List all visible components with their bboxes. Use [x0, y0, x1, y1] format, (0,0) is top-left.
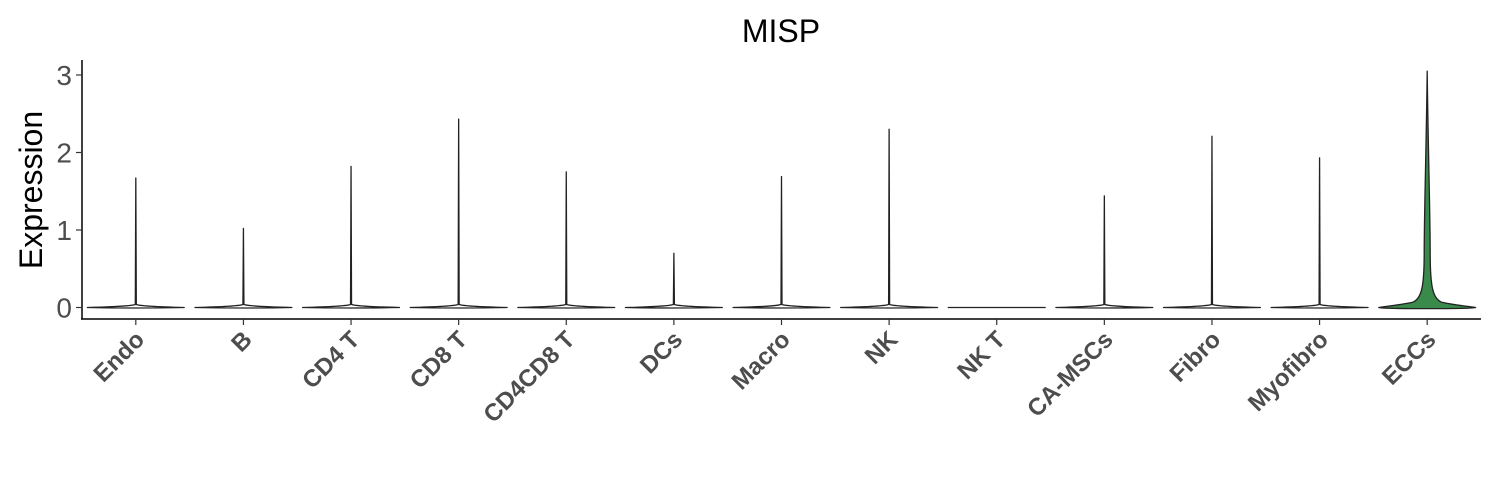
violin-shape: [409, 118, 508, 309]
violin-shape: [840, 128, 939, 309]
x-tick-label: Endo: [89, 326, 151, 388]
y-tick-label: 2: [56, 138, 72, 169]
x-tick-label: B: [226, 326, 257, 357]
violin-shape: [301, 165, 401, 309]
violins-group: [86, 70, 1477, 310]
violin-shape: [1055, 195, 1154, 309]
x-tick-label: NK T: [952, 326, 1011, 385]
violin-shape: [1162, 135, 1262, 309]
y-tick-label: 0: [56, 293, 72, 324]
violin-shape: [194, 227, 293, 309]
x-tick-label: CD4CD8 T: [478, 326, 580, 428]
x-tick-label: NK: [860, 326, 904, 370]
x-tick-label: DCs: [635, 326, 688, 379]
y-tick-label: 3: [56, 60, 72, 91]
violin-shape: [86, 177, 185, 309]
violin-shape: [1378, 70, 1477, 310]
y-axis-label: Expression: [13, 111, 49, 269]
x-tick-label: CD4 T: [297, 326, 365, 394]
x-tick-label: Macro: [727, 326, 796, 395]
violin-shape: [517, 171, 616, 309]
y-ticks-group: 0 1 2 3: [56, 60, 82, 324]
x-ticks-group: Endo B CD4 T CD8 T CD4CD8 T DCs Macro NK NK T CA-…: [89, 319, 1441, 428]
x-tick-label: CA-MSCs: [1022, 326, 1118, 422]
chart-title: MISP: [742, 13, 820, 49]
violin-shape: [1270, 157, 1369, 309]
x-tick-label: Myofibro: [1243, 326, 1334, 417]
x-tick-label: ECCs: [1377, 326, 1441, 390]
violin-shape: [624, 252, 723, 309]
violin-shape: [732, 175, 831, 309]
y-tick-label: 1: [56, 215, 72, 246]
x-tick-label: CD8 T: [405, 326, 473, 394]
x-tick-label: Fibro: [1165, 326, 1227, 388]
